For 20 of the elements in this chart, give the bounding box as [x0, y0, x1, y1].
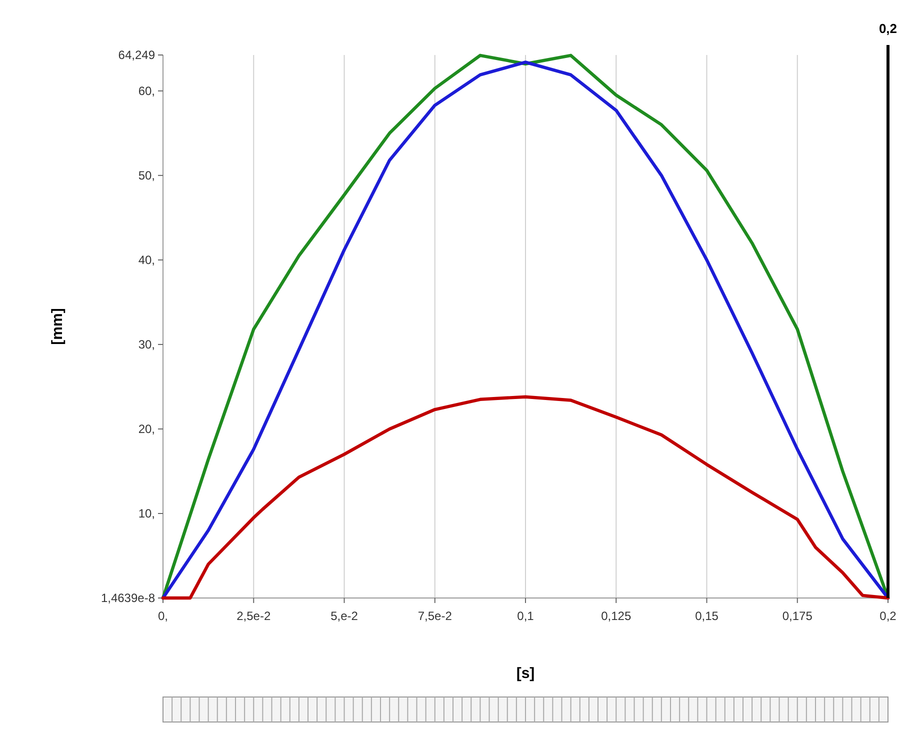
y-tick-label: 30,	[138, 337, 155, 352]
x-tick-label: 2,5e-2	[236, 609, 271, 623]
y-tick-label: 10,	[138, 506, 155, 520]
y-tick-label: 60,	[138, 84, 155, 98]
y-tick-label: 40,	[138, 252, 155, 267]
x-tick-label: 5,e-2	[330, 609, 358, 623]
y-tick-label: 64,249	[118, 48, 156, 62]
x-tick-label: 0,125	[601, 609, 632, 623]
x-tick-label: 0,2	[880, 609, 897, 623]
y-tick-label: 50,	[138, 168, 155, 182]
x-tick-label: 0,15	[695, 609, 719, 623]
y-axis-title: [mm]	[49, 308, 66, 345]
x-axis-title: [s]	[516, 665, 535, 682]
x-tick-label: 7,5e-2	[418, 609, 452, 623]
x-tick-label: 0,	[158, 609, 168, 623]
x-tick-label: 0,175	[782, 609, 813, 623]
ref-line-label: 0,2	[878, 21, 898, 36]
y-tick-label: 1,4639e-8	[100, 591, 156, 605]
x-tick-label: 0,1	[517, 609, 534, 623]
y-tick-label: 20,	[138, 422, 155, 436]
